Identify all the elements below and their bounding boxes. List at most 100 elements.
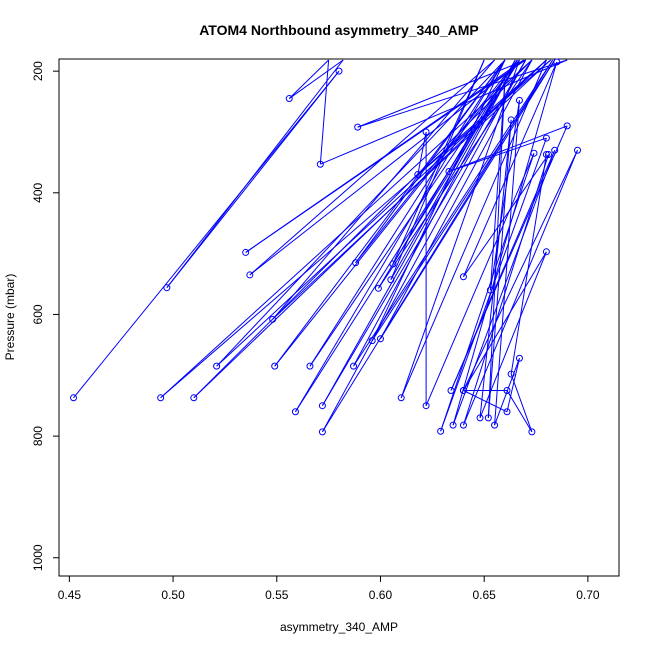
data-point: [484, 414, 492, 422]
data-point: [163, 284, 171, 292]
series-segment: [440, 153, 535, 432]
data-point: [190, 394, 198, 402]
series-segment: [73, 70, 340, 399]
data-point: [422, 128, 430, 136]
series-segment: [463, 154, 549, 278]
y-axis: 200 400 600 800 1000: [31, 61, 59, 571]
data-point: [318, 428, 326, 436]
series-segment: [321, 59, 518, 406]
data-point: [242, 248, 250, 256]
chart-title: ATOM4 Northbound asymmetry_340_AMP: [199, 22, 479, 38]
data-point: [542, 248, 550, 256]
data-point: [447, 386, 455, 394]
data-point: [316, 160, 324, 168]
y-tick-label: 800: [31, 426, 45, 446]
data-point: [515, 96, 523, 104]
series-segment: [319, 59, 330, 165]
data-point: [528, 428, 536, 436]
series-segment: [166, 70, 340, 289]
series-segment: [392, 59, 520, 265]
series-segment: [400, 59, 520, 398]
data-point: [213, 362, 221, 370]
series-segment: [166, 59, 344, 289]
series-segment: [320, 59, 568, 165]
series-segment: [462, 154, 549, 426]
data-point: [306, 362, 314, 370]
data-point: [563, 122, 571, 130]
x-tick-label: 0.65: [473, 588, 497, 602]
data-point: [574, 146, 582, 154]
data-point: [376, 335, 384, 343]
x-tick-label: 0.55: [265, 588, 289, 602]
data-point: [515, 354, 523, 362]
data-point: [352, 259, 360, 267]
series-segment: [452, 61, 558, 426]
series-segment: [462, 150, 578, 426]
series-segment: [249, 59, 495, 276]
data-point: [544, 150, 552, 158]
y-axis-label: Pressure (mbar): [3, 274, 17, 361]
series-segment: [355, 59, 518, 264]
x-axis-label: asymmetry_340_AMP: [280, 620, 398, 634]
data-point: [553, 58, 561, 66]
y-tick-label: 1000: [31, 544, 45, 571]
series-segment: [216, 59, 547, 367]
data-point: [318, 402, 326, 410]
series-segment: [510, 154, 547, 375]
series-segment: [510, 373, 533, 433]
data-point: [387, 276, 395, 284]
data-point: [157, 394, 165, 402]
series-layer: [70, 58, 582, 436]
series-segment: [353, 59, 518, 367]
data-point: [459, 273, 467, 281]
series-segment: [321, 59, 527, 406]
series-segment: [380, 59, 533, 340]
series-segment: [380, 59, 556, 340]
series-segment: [272, 59, 495, 320]
data-point: [246, 271, 254, 279]
data-point: [397, 394, 405, 402]
data-point: [389, 260, 397, 268]
data-point: [437, 427, 445, 435]
data-point: [507, 370, 515, 378]
series-segment: [487, 119, 512, 418]
data-point: [368, 337, 376, 345]
x-tick-label: 0.45: [58, 588, 82, 602]
data-point: [491, 421, 499, 429]
series-segment: [400, 59, 547, 398]
series-segment: [309, 59, 518, 367]
data-point: [542, 150, 550, 158]
x-tick-label: 0.70: [576, 588, 600, 602]
series-segment: [463, 251, 547, 391]
data-point: [530, 149, 538, 157]
series-segment: [295, 59, 506, 413]
series-segment: [506, 390, 533, 433]
series-segment: [355, 59, 506, 264]
y-tick-label: 200: [31, 61, 45, 81]
data-point: [503, 408, 511, 416]
y-tick-label: 600: [31, 304, 45, 324]
series-segment: [448, 137, 547, 172]
x-tick-label: 0.60: [369, 588, 393, 602]
series-segment: [417, 59, 547, 175]
series-segment: [309, 59, 506, 367]
data-point: [374, 284, 382, 292]
series-segment: [392, 59, 485, 265]
series-segment: [357, 59, 568, 128]
series-segment: [489, 80, 506, 291]
series-segment: [371, 59, 506, 341]
series-segment: [288, 59, 329, 99]
data-point: [271, 362, 279, 370]
series-segment: [494, 358, 520, 426]
series-segment: [193, 59, 533, 399]
series-segment: [462, 150, 578, 391]
data-point: [269, 315, 277, 323]
data-point: [459, 386, 467, 394]
data-point: [422, 402, 430, 410]
x-axis: 0.45 0.50 0.55 0.60 0.65 0.70: [58, 576, 600, 602]
series-segment: [463, 390, 508, 413]
series-segment: [274, 59, 506, 367]
series-segment: [417, 131, 427, 175]
series-segment: [494, 100, 520, 426]
plot-frame: [58, 58, 620, 577]
